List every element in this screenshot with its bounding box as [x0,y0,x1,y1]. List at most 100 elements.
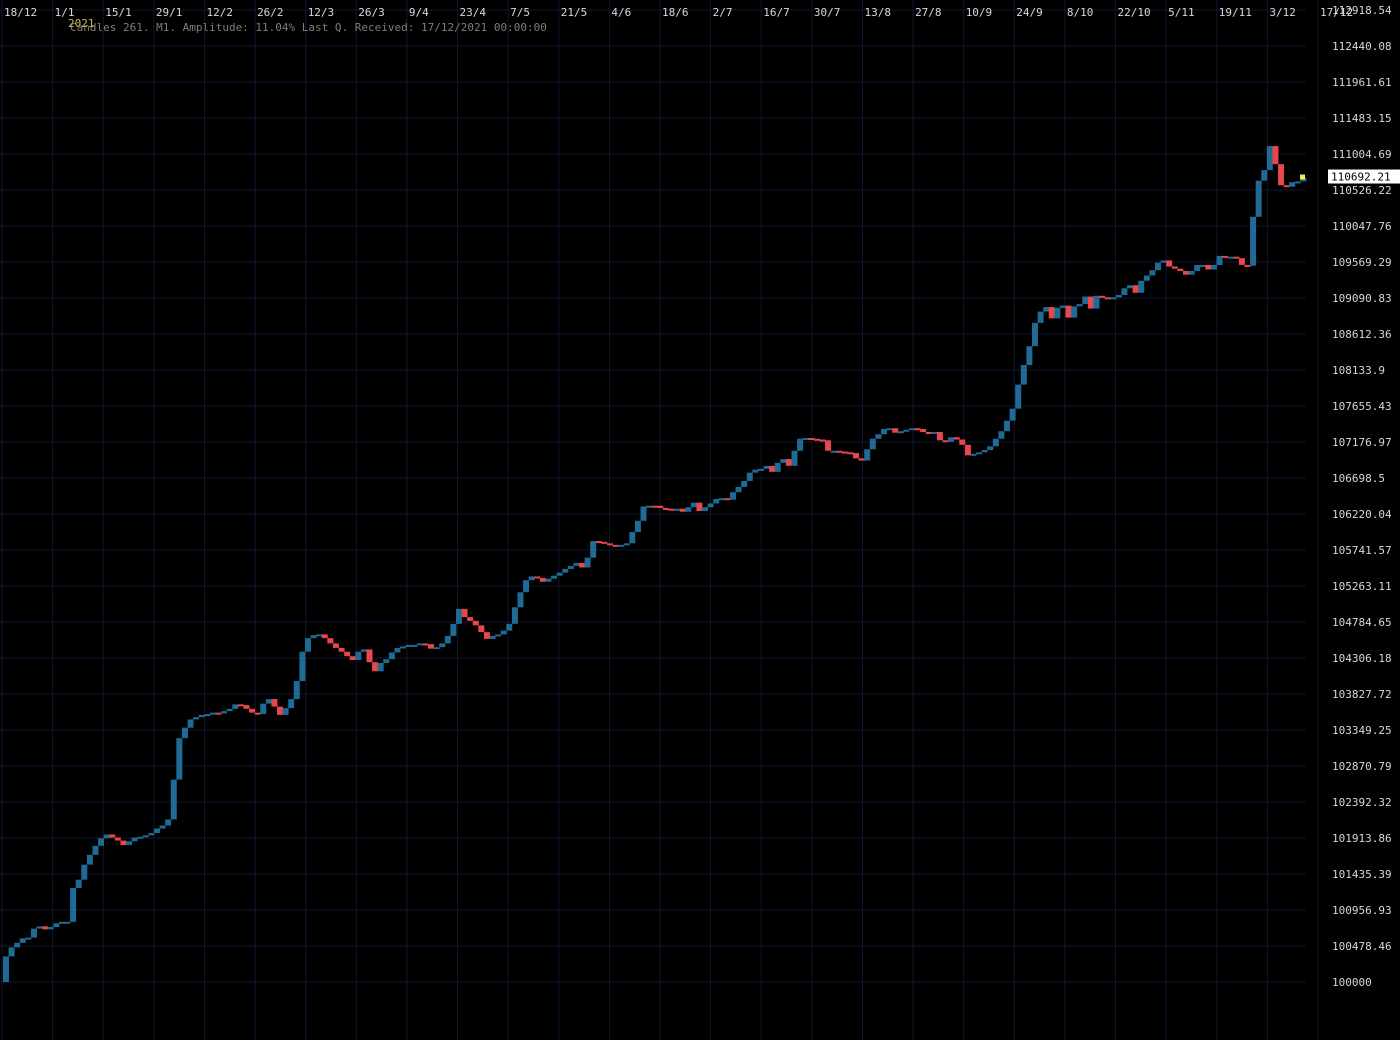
candle [1294,181,1301,184]
candle [400,646,407,649]
candle [226,708,233,712]
candle [114,837,121,841]
candle [808,438,815,441]
candle [970,453,977,456]
candle [780,459,787,463]
candle [584,557,591,568]
candle [931,431,938,434]
x-tick-label: 26/3 [358,6,385,19]
candle [618,544,625,547]
candle [450,623,457,636]
candle [388,652,395,660]
y-tick-label: 101435.39 [1332,868,1392,881]
candle [623,543,630,546]
x-tick-label: 2/7 [713,6,733,19]
candle [936,431,943,441]
candle [892,428,899,433]
candle [282,708,289,715]
y-tick-label: 106698.5 [1332,472,1385,485]
candle [42,926,49,930]
candle [612,544,619,547]
x-tick-label: 10/9 [966,6,993,19]
candle [1082,296,1089,305]
candle [880,428,887,435]
candle [1177,268,1184,271]
x-tick-label: 4/6 [611,6,631,19]
x-tick-label: 12/2 [206,6,233,19]
last-candle-marker [1300,174,1305,180]
y-tick-label: 102870.79 [1332,760,1392,773]
candle [1026,346,1033,366]
candle [601,541,608,544]
candle [657,505,664,508]
candles [3,146,1307,982]
candle [646,505,653,508]
candle [355,651,362,660]
candle [1222,255,1229,258]
candle [416,643,423,646]
candle [131,837,138,842]
y-tick-label: 108612.36 [1332,328,1392,341]
candle [836,450,843,453]
candle [1004,420,1011,432]
candle [193,717,200,720]
candle [3,956,9,982]
candle [187,719,194,728]
candle [718,498,725,501]
candle [707,503,714,508]
candle [864,449,871,461]
candle [332,643,339,648]
candle [495,634,502,637]
candle [19,938,26,943]
candle [841,451,848,454]
candle [98,838,105,846]
candle [1043,307,1050,312]
candle [1020,365,1027,385]
candle [137,836,144,839]
candle [523,580,530,593]
candle [506,623,513,631]
candle [209,712,216,715]
candle [757,468,764,471]
candle [394,647,401,653]
candle [847,452,854,455]
y-tick-label: 108133.9 [1332,364,1385,377]
candle [987,446,994,451]
candle [573,562,580,566]
candle [1065,305,1072,318]
candle [254,712,261,715]
x-tick-label: 23/4 [460,6,487,19]
candle [64,921,71,924]
candle [288,699,295,709]
x-tick-label: 30/7 [814,6,841,19]
y-tick-label: 100478.46 [1332,940,1392,953]
candle [674,508,681,511]
x-tick-label: 21/5 [561,6,588,19]
x-tick-label: 18/12 [4,6,37,19]
candle [444,635,451,644]
candle [1009,408,1016,421]
candle [304,638,311,652]
candle [461,608,468,618]
candle [724,498,731,501]
candle [1283,185,1290,188]
candle [148,833,155,836]
y-tick-label: 105741.57 [1332,544,1392,557]
x-tick-label: 27/8 [915,6,942,19]
candle [237,704,244,707]
x-tick-label: 5/11 [1168,6,1195,19]
candle [260,703,267,715]
candle [472,620,479,626]
candle [539,577,546,582]
candle [36,926,43,929]
candle [1138,280,1145,293]
candle [825,440,832,451]
x-tick-label: 18/6 [662,6,689,19]
candle [651,505,658,508]
candle [903,429,910,432]
candle [567,565,574,569]
x-tick-label: 7/5 [510,6,530,19]
y-tick-label: 100956.93 [1332,904,1392,917]
candle [70,887,77,922]
